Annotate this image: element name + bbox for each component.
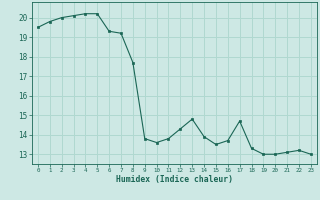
X-axis label: Humidex (Indice chaleur): Humidex (Indice chaleur) <box>116 175 233 184</box>
